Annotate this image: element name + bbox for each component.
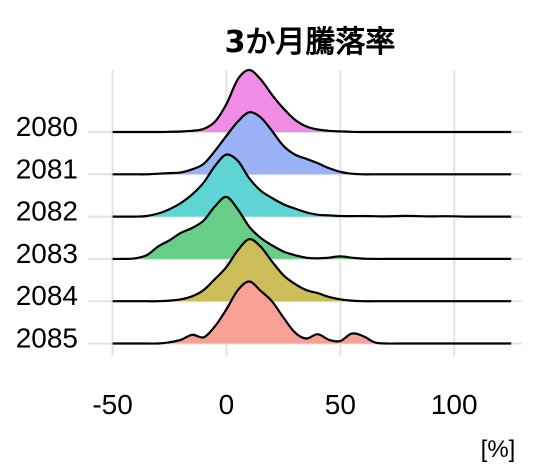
ridge-2085 xyxy=(112,280,512,345)
ridge-2084 xyxy=(112,238,512,303)
ridge-line-2085 xyxy=(112,280,512,345)
ridge-line-2084 xyxy=(112,238,512,303)
y-tick-label-2082: 2082 xyxy=(16,196,78,227)
ridge-2083 xyxy=(112,195,512,261)
y-tick-labels: 2080 2081 2082 2083 2084 2085 xyxy=(16,111,78,354)
ridge-line-2080 xyxy=(112,68,512,134)
ridge-fill-2082 xyxy=(146,154,341,217)
y-tick-label-2080: 2080 xyxy=(16,111,78,142)
chart-title: 3か月騰落率 xyxy=(225,25,396,60)
x-tick-label-1: 0 xyxy=(219,389,235,420)
x-tick-label-2: 50 xyxy=(325,389,356,420)
ridge-fill-2084 xyxy=(169,239,352,302)
y-tick-label-2084: 2084 xyxy=(16,280,78,311)
x-axis-label: [%] xyxy=(481,436,516,463)
ridge-2080 xyxy=(112,68,512,134)
ridge-2082 xyxy=(112,153,512,218)
ridge-line-2082 xyxy=(112,153,512,218)
ridges xyxy=(112,68,512,345)
ridge-line-2081 xyxy=(112,111,512,176)
ridge-fill-2080 xyxy=(180,70,341,132)
ridge-line-2083 xyxy=(112,195,512,261)
x-tick-label-3: 100 xyxy=(431,389,478,420)
y-tick-label-2081: 2081 xyxy=(16,153,78,184)
x-tick-labels: -50 0 50 100 xyxy=(92,389,477,420)
x-tick-label-0: -50 xyxy=(92,389,132,420)
ridge-2081 xyxy=(112,111,512,176)
ridge-fill-2085 xyxy=(158,281,386,344)
y-tick-label-2083: 2083 xyxy=(16,238,78,269)
y-tick-label-2085: 2085 xyxy=(16,323,78,354)
